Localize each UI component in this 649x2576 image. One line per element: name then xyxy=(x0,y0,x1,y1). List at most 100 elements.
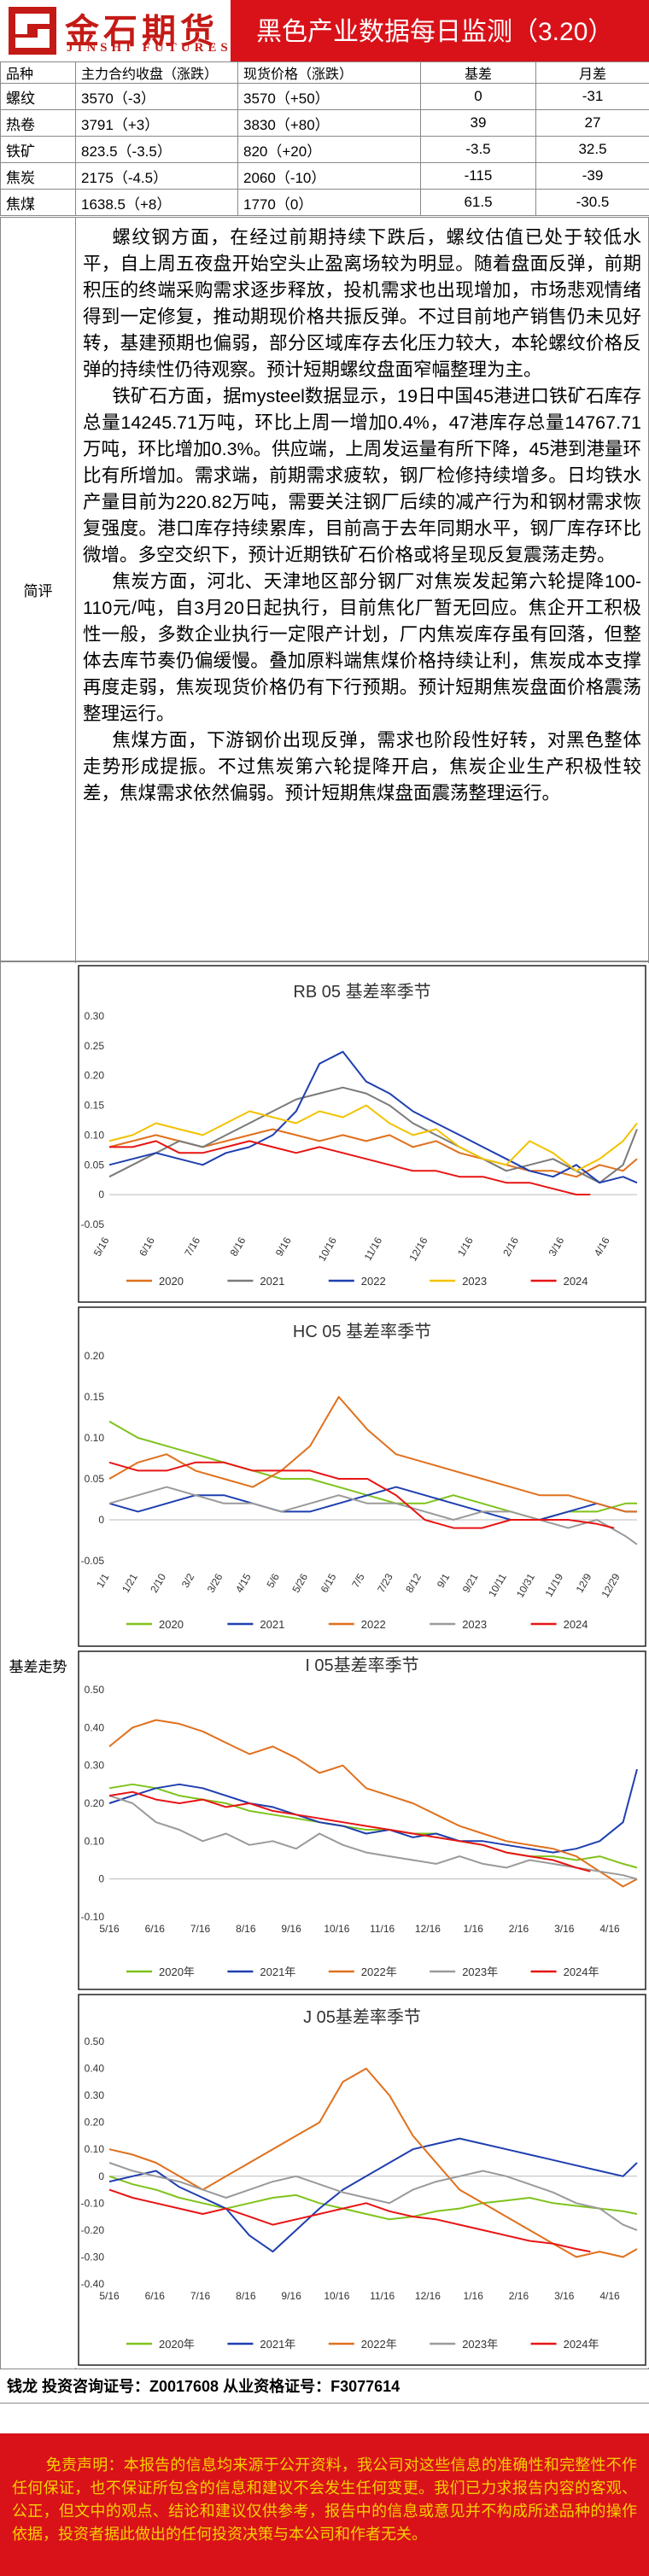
table-row: 焦炭 2175（-4.5） 2060（-10） -115 -39 xyxy=(0,162,649,190)
cell-variety: 铁矿 xyxy=(0,136,76,163)
commentary-rebar: 螺纹钢方面，在经过前期持续下跌后，螺纹估值已处于较低水平，自上周五夜盘开始空头止… xyxy=(83,227,641,380)
y-tick-label: 0.10 xyxy=(85,1432,105,1444)
col-header-spread: 月差 xyxy=(535,61,649,84)
cell-basis: -115 xyxy=(420,162,536,190)
y-tick-label: 0.30 xyxy=(85,1760,105,1772)
cell-basis: 39 xyxy=(420,109,536,137)
x-tick-label: 12/16 xyxy=(415,2290,441,2302)
y-tick-label: 0.05 xyxy=(85,1473,105,1485)
legend-label: 2022 xyxy=(361,1618,386,1631)
cell-variety: 焦煤 xyxy=(0,189,76,216)
cell-close: 1638.5（+8） xyxy=(75,189,238,216)
disclaimer-box: 免责声明：本报告的信息均来源于公开资料，我公司对这些信息的准确性和完整性不作任何… xyxy=(0,2433,649,2576)
series-line-2023年 xyxy=(108,2162,638,2231)
x-tick-label: 10/16 xyxy=(324,2290,349,2302)
chart-title: RB 05 基差率季节 xyxy=(293,982,430,1002)
logo: 金石期货 JINSHI FUTURES xyxy=(0,0,231,61)
x-tick-label: 6/16 xyxy=(145,2290,166,2302)
x-tick-label: 12/16 xyxy=(415,1923,441,1935)
commentary-coking-coal: 焦煤方面，下游钢价出现反弹，需求也阶段性好转，对黑色整体走势形成提振。不过焦炭第… xyxy=(83,730,641,803)
y-tick-label: 0.20 xyxy=(85,1797,105,1809)
y-tick-label: 0.40 xyxy=(85,1721,105,1733)
legend-label: 2021 xyxy=(260,1618,284,1631)
chart-title: HC 05 基差率季节 xyxy=(293,1322,431,1341)
y-tick-label: 0.05 xyxy=(85,1159,105,1171)
y-tick-label: -0.30 xyxy=(81,2251,105,2263)
chart-title: J 05基差率季节 xyxy=(303,2007,421,2027)
legend-label: 2020 xyxy=(159,1275,184,1288)
col-header-basis: 基差 xyxy=(420,61,536,84)
legend-label: 2021年 xyxy=(260,1966,295,1978)
y-tick-label: 0.20 xyxy=(85,1070,105,1082)
y-tick-label: -0.05 xyxy=(81,1555,105,1567)
cell-variety: 焦炭 xyxy=(0,162,76,190)
table-row: 铁矿 823.5（-3.5） 820（+20） -3.5 32.5 xyxy=(0,136,649,163)
page-title: 黑色产业数据每日监测（3.20） xyxy=(256,18,614,46)
cell-basis: 0 xyxy=(420,83,536,110)
legend-label: 2024 xyxy=(564,1275,588,1288)
legend-label: 2024年 xyxy=(564,1966,599,1978)
y-tick-label: 0 xyxy=(98,2170,104,2182)
y-tick-label: -0.40 xyxy=(81,2278,105,2290)
col-header-variety: 品种 xyxy=(0,61,76,84)
commentary-section: 简评 螺纹钢方面，在经过前期持续下跌后，螺纹估值已处于较低水平，自上周五夜盘开始… xyxy=(0,217,649,961)
y-tick-label: 0.10 xyxy=(85,1835,105,1847)
table-row: 热卷 3791（+3） 3830（+80） 39 27 xyxy=(0,109,649,137)
x-tick-label: 1/16 xyxy=(464,2290,484,2302)
x-tick-label: 4/16 xyxy=(599,2290,620,2302)
x-tick-label: 1/16 xyxy=(464,1923,484,1935)
j-basis-chart: J 05基差率季节 -0.40 -0.30 -0.20 -0.10 0 0.10 0.20 0.… xyxy=(75,1992,649,2368)
analyst-certification: 钱龙 投资咨询证号：Z0017608 从业资格证号：F3077614 xyxy=(0,2369,649,2404)
hc-basis-chart: HC 05 基差率季节 -0.05 0 0.05 0.10 0.15 0.20 1/1 1/21… xyxy=(75,1305,649,1649)
col-header-spot: 现货价格（涨跌） xyxy=(237,61,421,84)
series-line-2020年 xyxy=(108,1783,638,1869)
x-tick-label: 4/16 xyxy=(599,1923,620,1935)
x-tick-label: 11/16 xyxy=(370,2290,395,2302)
price-table: 品种 主力合约收盘（涨跌） 现货价格（涨跌） 基差 月差 螺纹 3570（-3）… xyxy=(0,61,649,216)
col-header-close: 主力合约收盘（涨跌） xyxy=(75,61,238,84)
y-tick-label: 0 xyxy=(98,1514,104,1526)
logo-english-name: JINSHI FUTURES xyxy=(67,41,232,55)
cell-spread: 27 xyxy=(535,109,649,137)
i-basis-chart: I 05基差率季节 -0.10 0 0.10 0.20 0.30 0.40 0.50 5/16 6… xyxy=(75,1649,649,1992)
y-tick-label: 0.20 xyxy=(85,1350,105,1362)
x-tick-label: 5/16 xyxy=(99,1923,120,1935)
x-tick-label: 11/16 xyxy=(370,1923,395,1935)
commentary-iron-ore: 铁矿石方面，据mysteel数据显示，19日中国45港进口铁矿石库存总量1424… xyxy=(83,386,641,565)
y-tick-label: 0.10 xyxy=(85,2143,105,2155)
logo-mark-icon xyxy=(9,7,56,55)
series-line-2022年 xyxy=(108,1719,638,1888)
cell-close: 3791（+3） xyxy=(75,109,238,137)
x-tick-label: 5/16 xyxy=(99,2290,120,2302)
legend-label: 2023 xyxy=(462,1618,487,1631)
cell-spot: 3570（+50） xyxy=(237,83,421,110)
legend-label: 2022年 xyxy=(361,2338,397,2351)
y-tick-label: 0.30 xyxy=(85,1010,105,1022)
legend-label: 2022 xyxy=(361,1275,386,1288)
series-line-2024 xyxy=(108,1461,615,1529)
y-tick-label: 0 xyxy=(98,1873,104,1885)
x-tick-label: 3/16 xyxy=(554,2290,575,2302)
x-tick-label: 6/16 xyxy=(145,1923,166,1935)
y-tick-label: 0.30 xyxy=(85,2089,105,2101)
x-tick-label: 9/16 xyxy=(281,1923,301,1935)
series-line-2021年 xyxy=(108,1768,638,1854)
x-tick-label: 8/16 xyxy=(236,1923,256,1935)
y-tick-label: 0.50 xyxy=(85,2036,105,2047)
y-tick-label: -0.05 xyxy=(81,1218,105,1230)
legend-label: 2022年 xyxy=(361,1966,397,1978)
y-tick-label: -0.10 xyxy=(81,1911,105,1923)
y-tick-label: -0.10 xyxy=(81,2197,105,2209)
x-tick-label: 3/16 xyxy=(554,1923,575,1935)
rb-basis-chart: RB 05 基差率季节 -0.05 0 0.05 0.10 0.15 0.20 0.25 0.3… xyxy=(75,963,649,1305)
legend-label: 2020年 xyxy=(159,2338,195,2351)
legend-label: 2020 xyxy=(159,1618,184,1631)
y-tick-label: 0.40 xyxy=(85,2063,105,2075)
series-line-2023 xyxy=(108,1104,638,1172)
commentary-label: 简评 xyxy=(1,218,76,961)
header-bar: 金石期货 JINSHI FUTURES 黑色产业数据每日监测（3.20） xyxy=(0,0,649,61)
commentary-text: 螺纹钢方面，在经过前期持续下跌后，螺纹估值已处于较低水平，自上周五夜盘开始空头止… xyxy=(83,225,641,807)
cell-variety: 螺纹 xyxy=(0,83,76,110)
series-line-2021 xyxy=(108,1486,637,1521)
series-line-2024年 xyxy=(108,1790,591,1872)
